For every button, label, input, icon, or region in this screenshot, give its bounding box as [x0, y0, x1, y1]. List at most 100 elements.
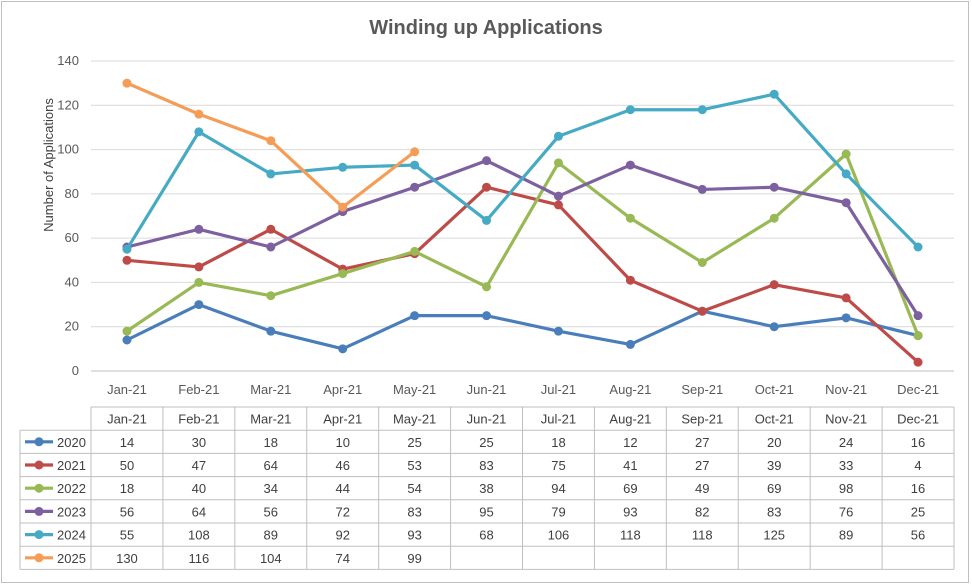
y-tick-label: 40: [65, 274, 79, 289]
table-value-cell: 79: [551, 504, 565, 519]
data-point: [482, 311, 492, 321]
y-tick-label: 60: [65, 230, 79, 245]
table-value-cell: 16: [911, 435, 925, 450]
table-value-cell: 130: [116, 551, 138, 566]
table-header-cell: Feb-21: [178, 412, 219, 427]
data-point: [266, 136, 276, 146]
table-header-cell: Sep-21: [681, 412, 723, 427]
x-tick-label: Oct-21: [755, 382, 794, 397]
data-point: [266, 242, 276, 252]
data-point: [553, 191, 563, 201]
table-value-cell: 118: [620, 528, 641, 543]
legend-key-marker: [34, 530, 44, 540]
data-point: [122, 244, 132, 254]
x-tick-label: Jul-21: [541, 382, 576, 397]
table-value-cell: 106: [548, 528, 570, 543]
series-2020: [122, 300, 923, 354]
data-point: [697, 184, 707, 194]
data-point: [769, 280, 779, 290]
table-value-cell: 12: [623, 435, 637, 450]
table-header-cell: Aug-21: [609, 412, 651, 427]
table-value-cell: 25: [407, 435, 421, 450]
table-value-cell: 75: [551, 458, 565, 473]
data-point: [194, 109, 204, 119]
table-value-cell: 118: [692, 528, 713, 543]
table-value-cell: 27: [695, 435, 709, 450]
data-point: [769, 213, 779, 223]
legend-series-name: 2020: [57, 435, 86, 450]
table-value-cell: 44: [335, 481, 349, 496]
series-2022: [122, 149, 923, 341]
data-point: [194, 277, 204, 287]
table-value-cell: 94: [551, 481, 565, 496]
series-line-2021: [125, 185, 920, 364]
table-row: 2020 14 30 18 10 25 25 18 12 27 20 24 16: [25, 435, 925, 450]
chart-title: Winding up Applications: [369, 17, 603, 39]
data-point: [553, 131, 563, 141]
data-point: [338, 202, 348, 212]
table-header-cell: Jun-21: [467, 412, 507, 427]
table-value-cell: 74: [335, 551, 349, 566]
table-row: 2025 130 116 104 74 99: [25, 551, 422, 566]
x-tick-label: Jun-21: [467, 382, 507, 397]
table-header-cell: May-21: [393, 412, 436, 427]
data-point: [194, 127, 204, 137]
legend-key-marker: [34, 506, 44, 516]
table-header-cell: Mar-21: [250, 412, 291, 427]
x-tick-label: Apr-21: [323, 382, 362, 397]
table-value-cell: 18: [120, 481, 134, 496]
data-point: [410, 160, 420, 170]
data-point: [625, 339, 635, 349]
table-header-cell: Dec-21: [897, 412, 939, 427]
data-point: [697, 258, 707, 267]
data-point: [841, 169, 851, 179]
data-point: [625, 160, 635, 170]
table-value-cell: 95: [479, 504, 493, 519]
table-row: 2024 55 108 89 92 93 68 106 118 118 125 89 56: [25, 528, 925, 543]
table-value-cell: 47: [192, 458, 206, 473]
data-point: [410, 182, 420, 192]
table-value-cell: 24: [839, 435, 853, 450]
data-point: [625, 105, 635, 115]
data-point: [194, 262, 204, 272]
table-value-cell: 53: [407, 458, 421, 473]
y-tick-label: 100: [57, 142, 79, 157]
x-tick-label: Feb-21: [178, 382, 219, 397]
table-value-cell: 55: [120, 528, 134, 543]
table-value-cell: 93: [407, 528, 421, 543]
x-tick-label: Aug-21: [609, 382, 651, 397]
x-tick-label: May-21: [393, 382, 436, 397]
data-point: [769, 322, 779, 332]
x-tick-label: Jan-21: [107, 382, 147, 397]
table-header-cell: Jan-21: [107, 412, 147, 427]
data-point: [410, 147, 420, 157]
table-value-cell: 82: [695, 504, 709, 519]
data-point: [913, 331, 923, 341]
y-tick-label: 0: [72, 363, 79, 378]
table-value-cell: 56: [264, 504, 278, 519]
table-value-cell: 64: [264, 458, 278, 473]
data-point: [913, 242, 923, 252]
data-point: [913, 357, 923, 367]
data-point: [841, 198, 851, 208]
table-value-cell: 30: [192, 435, 206, 450]
series-2024: [122, 89, 923, 254]
table-header-cell: Oct-21: [755, 412, 794, 427]
data-point: [266, 326, 276, 336]
data-point: [625, 213, 635, 223]
x-tick-label: Mar-21: [250, 382, 291, 397]
table-value-cell: 98: [839, 481, 853, 496]
y-tick-label: 80: [65, 186, 79, 201]
legend-series-name: 2025: [57, 551, 86, 566]
table-value-cell: 50: [120, 458, 134, 473]
legend-series-name: 2023: [57, 504, 86, 519]
data-point: [338, 344, 348, 354]
x-tick-label: Dec-21: [897, 382, 939, 397]
table-value-cell: 72: [335, 504, 349, 519]
table-value-cell: 41: [623, 458, 637, 473]
x-tick-label: Nov-21: [825, 382, 867, 397]
table-value-cell: 39: [767, 458, 781, 473]
data-point: [122, 326, 132, 336]
table-value-cell: 83: [407, 504, 421, 519]
